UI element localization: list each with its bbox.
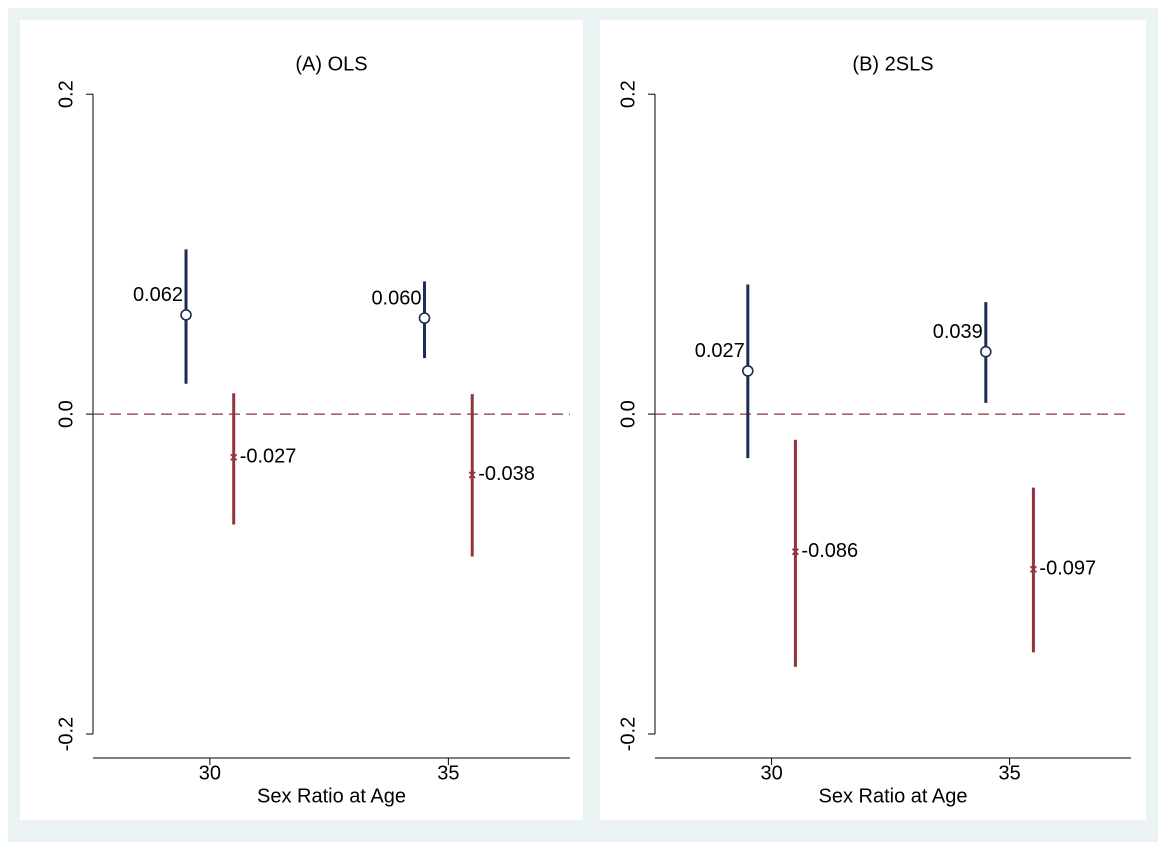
value-label: -0.027 xyxy=(240,446,297,468)
panel-title: (A) OLS xyxy=(295,53,367,75)
point-marker xyxy=(418,312,431,324)
y-tick-label: 0.2 xyxy=(55,80,77,108)
plot-background xyxy=(20,20,583,820)
x-tick-label: 35 xyxy=(437,762,459,784)
plot-background xyxy=(600,20,1146,820)
point-marker xyxy=(1029,565,1037,573)
point-marker xyxy=(742,365,754,377)
y-tick-label: 0.0 xyxy=(55,400,77,428)
x-tick-label: 30 xyxy=(760,762,782,784)
value-label: 0.027 xyxy=(695,340,745,362)
value-label: -0.038 xyxy=(478,463,535,485)
y-tick-label: 0.2 xyxy=(617,80,639,108)
x-tick-label: 35 xyxy=(998,762,1020,784)
y-tick-label: -0.2 xyxy=(55,717,77,751)
x-tick-label: 30 xyxy=(199,762,221,784)
value-label: -0.086 xyxy=(801,540,858,562)
y-tick-label: -0.2 xyxy=(617,717,639,751)
value-label: -0.097 xyxy=(1039,558,1096,580)
point-marker xyxy=(230,453,238,461)
point-marker xyxy=(180,309,192,321)
value-label: 0.039 xyxy=(933,321,983,343)
point-marker xyxy=(468,471,476,479)
y-tick-label: 0.0 xyxy=(617,400,639,428)
point-marker xyxy=(791,548,799,556)
panel-title: (B) 2SLS xyxy=(852,53,933,75)
value-label: 0.060 xyxy=(371,287,421,309)
value-label: 0.062 xyxy=(133,284,183,306)
x-axis-label: Sex Ratio at Age xyxy=(819,785,968,807)
point-marker xyxy=(980,345,992,358)
x-axis-label: Sex Ratio at Age xyxy=(257,785,406,807)
